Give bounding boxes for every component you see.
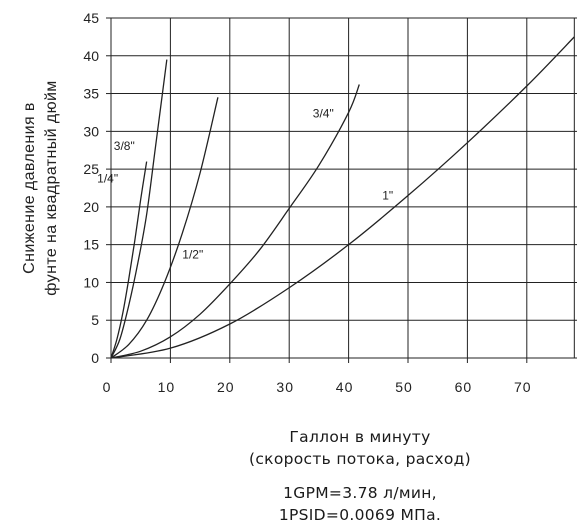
- x-tick-label: 50: [395, 379, 413, 395]
- x-tick-label: 40: [336, 379, 354, 395]
- series-line-three-eighths: [110, 59, 168, 359]
- conversion-note-gpm: 1GPM=3.78 л/мин,: [283, 484, 437, 502]
- y-tick-label: 30: [83, 123, 99, 139]
- y-tick-label: 35: [83, 86, 99, 102]
- x-tick-label: 10: [158, 379, 176, 395]
- y-tick-label: 10: [83, 274, 99, 290]
- y-tick-label: 5: [91, 312, 99, 328]
- y-tick-label: 15: [83, 237, 99, 253]
- series-line-half: [110, 97, 219, 359]
- y-tick-label: 20: [83, 199, 99, 215]
- x-tick-label: 30: [276, 379, 294, 395]
- series-label-three-quarter: 3/4": [313, 107, 334, 121]
- series-label-one: 1": [382, 188, 393, 202]
- series-line-one: [110, 36, 575, 359]
- y-tick-label: 25: [83, 161, 99, 177]
- series-label-three-eighths: 3/8": [114, 139, 135, 153]
- x-tick-label: 0: [103, 379, 112, 395]
- y-tick-label: 45: [83, 10, 99, 26]
- x-tick-label: 60: [455, 379, 473, 395]
- y-axis-label-line2: фунте на квадратный дюйм: [43, 80, 60, 295]
- x-tick-label: 70: [514, 379, 532, 395]
- x-axis-sublabel: (скорость потока, расход): [249, 450, 471, 468]
- series-line-three-quarter: [110, 84, 360, 359]
- series-label-quarter: 1/4": [97, 172, 118, 186]
- y-axis-label: Снижение давления в: [21, 102, 38, 274]
- x-tick-label: 20: [217, 379, 235, 395]
- y-tick-label: 0: [91, 350, 99, 366]
- conversion-note-psid: 1PSID=0.0069 МПа.: [278, 506, 442, 524]
- x-axis-label: Галлон в минуту: [289, 428, 431, 446]
- y-tick-label: 40: [83, 48, 99, 64]
- series-label-half: 1/2": [182, 247, 203, 261]
- series-line-quarter: [110, 161, 148, 359]
